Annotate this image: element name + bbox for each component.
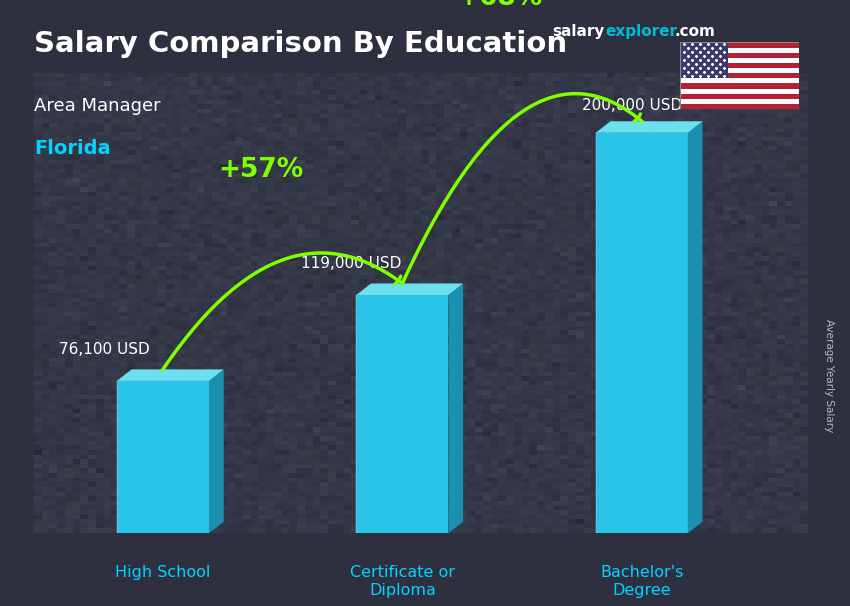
Text: salary: salary <box>552 24 605 39</box>
Bar <box>680 73 799 78</box>
Bar <box>680 42 799 47</box>
Polygon shape <box>209 370 224 533</box>
Bar <box>680 63 799 68</box>
Bar <box>680 78 799 84</box>
Bar <box>680 99 799 104</box>
Text: Certificate or
Diploma: Certificate or Diploma <box>350 565 455 598</box>
Bar <box>356 295 448 533</box>
Text: 200,000 USD: 200,000 USD <box>582 98 683 113</box>
Polygon shape <box>356 284 463 295</box>
Text: Average Yearly Salary: Average Yearly Salary <box>824 319 834 432</box>
Text: Florida: Florida <box>34 139 110 158</box>
Bar <box>680 53 799 58</box>
Text: +57%: +57% <box>218 158 303 184</box>
Text: +68%: +68% <box>457 0 542 11</box>
Bar <box>680 88 799 94</box>
Bar <box>680 68 799 73</box>
Text: 76,100 USD: 76,100 USD <box>59 342 150 357</box>
Bar <box>680 94 799 99</box>
Text: Area Manager: Area Manager <box>34 97 161 115</box>
Bar <box>680 58 799 63</box>
Polygon shape <box>448 284 463 533</box>
Text: High School: High School <box>116 565 211 581</box>
Polygon shape <box>688 121 702 533</box>
Polygon shape <box>596 121 702 133</box>
Bar <box>680 42 728 78</box>
Text: Bachelor's
Degree: Bachelor's Degree <box>600 565 683 598</box>
Bar <box>680 47 799 53</box>
Bar <box>680 104 799 109</box>
Text: .com: .com <box>674 24 715 39</box>
Text: Salary Comparison By Education: Salary Comparison By Education <box>34 30 567 58</box>
Bar <box>596 133 688 533</box>
Bar <box>680 84 799 88</box>
Polygon shape <box>116 370 224 381</box>
Text: explorer: explorer <box>605 24 677 39</box>
Bar <box>116 381 209 533</box>
Text: 119,000 USD: 119,000 USD <box>301 256 401 271</box>
